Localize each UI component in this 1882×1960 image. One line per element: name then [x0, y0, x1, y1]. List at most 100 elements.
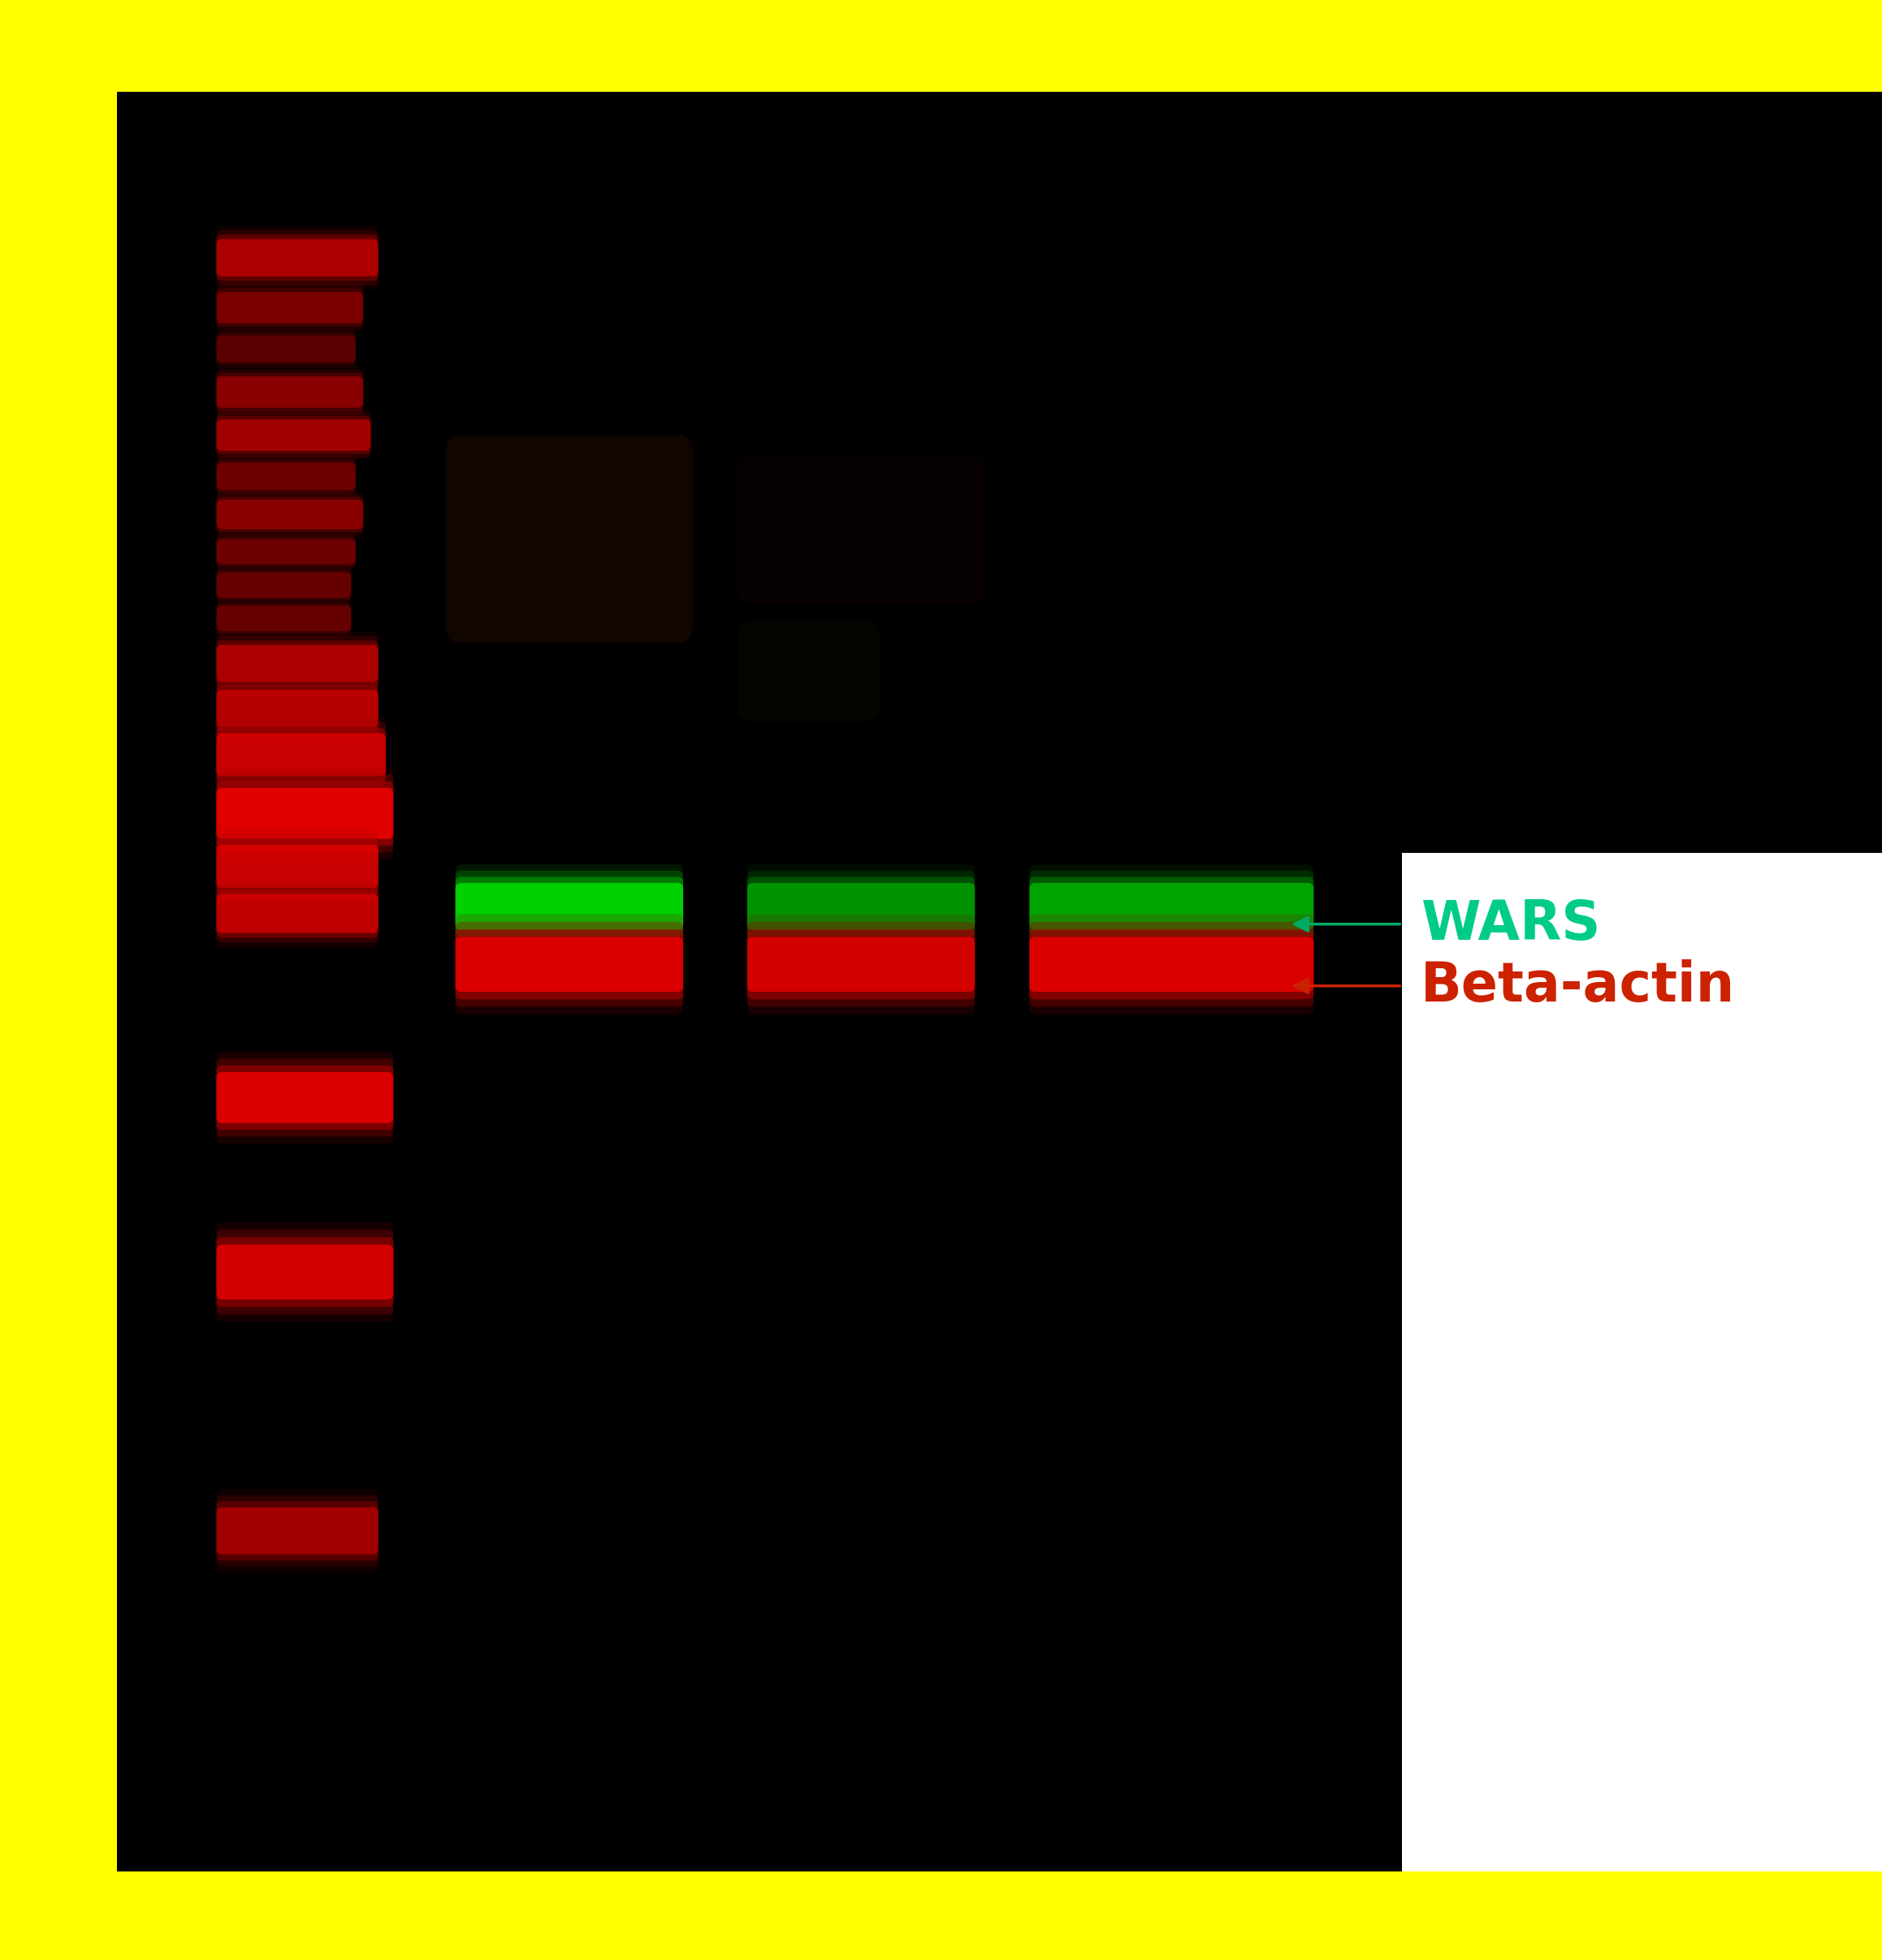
FancyBboxPatch shape	[216, 894, 378, 933]
FancyBboxPatch shape	[216, 598, 352, 639]
FancyBboxPatch shape	[216, 1066, 393, 1129]
FancyBboxPatch shape	[738, 621, 881, 721]
FancyBboxPatch shape	[216, 645, 378, 682]
FancyBboxPatch shape	[216, 410, 371, 461]
FancyBboxPatch shape	[216, 292, 363, 323]
FancyBboxPatch shape	[747, 882, 975, 931]
FancyBboxPatch shape	[216, 690, 378, 727]
FancyBboxPatch shape	[216, 733, 386, 776]
FancyBboxPatch shape	[216, 727, 386, 782]
FancyBboxPatch shape	[216, 766, 393, 858]
FancyBboxPatch shape	[216, 286, 363, 331]
FancyBboxPatch shape	[216, 1237, 393, 1307]
FancyBboxPatch shape	[455, 882, 683, 931]
FancyBboxPatch shape	[216, 568, 352, 602]
FancyBboxPatch shape	[216, 572, 352, 598]
FancyBboxPatch shape	[216, 631, 378, 696]
FancyBboxPatch shape	[216, 235, 378, 280]
Text: WARS: WARS	[1421, 898, 1602, 951]
FancyBboxPatch shape	[216, 635, 378, 692]
FancyBboxPatch shape	[1029, 864, 1314, 949]
FancyBboxPatch shape	[747, 937, 975, 992]
FancyBboxPatch shape	[216, 412, 371, 457]
FancyBboxPatch shape	[455, 921, 683, 1007]
FancyBboxPatch shape	[216, 455, 356, 498]
FancyBboxPatch shape	[216, 717, 386, 792]
FancyBboxPatch shape	[216, 880, 378, 947]
FancyBboxPatch shape	[216, 539, 356, 564]
FancyBboxPatch shape	[216, 335, 356, 363]
FancyBboxPatch shape	[216, 604, 352, 633]
FancyBboxPatch shape	[446, 435, 693, 643]
FancyBboxPatch shape	[216, 680, 378, 737]
FancyBboxPatch shape	[216, 1229, 393, 1315]
FancyBboxPatch shape	[216, 1058, 393, 1137]
Text: Beta-actin: Beta-actin	[1421, 958, 1735, 1013]
FancyBboxPatch shape	[216, 288, 363, 327]
FancyBboxPatch shape	[216, 1053, 393, 1145]
FancyBboxPatch shape	[216, 372, 363, 412]
FancyBboxPatch shape	[216, 1501, 378, 1560]
FancyBboxPatch shape	[216, 535, 356, 568]
FancyBboxPatch shape	[216, 368, 363, 414]
FancyBboxPatch shape	[216, 1221, 393, 1323]
FancyBboxPatch shape	[216, 721, 386, 788]
FancyBboxPatch shape	[216, 890, 378, 937]
FancyBboxPatch shape	[747, 876, 975, 937]
FancyBboxPatch shape	[216, 239, 378, 276]
FancyBboxPatch shape	[216, 676, 378, 741]
FancyBboxPatch shape	[747, 870, 975, 943]
FancyBboxPatch shape	[216, 416, 371, 455]
FancyBboxPatch shape	[216, 833, 378, 900]
FancyBboxPatch shape	[1029, 937, 1314, 992]
FancyBboxPatch shape	[216, 1495, 378, 1566]
FancyBboxPatch shape	[216, 606, 352, 631]
FancyBboxPatch shape	[216, 1507, 378, 1554]
FancyBboxPatch shape	[216, 788, 393, 839]
FancyBboxPatch shape	[216, 570, 352, 600]
FancyBboxPatch shape	[455, 937, 683, 992]
FancyBboxPatch shape	[216, 490, 363, 539]
FancyBboxPatch shape	[216, 367, 363, 417]
FancyBboxPatch shape	[216, 463, 356, 490]
FancyBboxPatch shape	[747, 864, 975, 949]
FancyBboxPatch shape	[1029, 870, 1314, 943]
FancyBboxPatch shape	[455, 929, 683, 1000]
FancyBboxPatch shape	[216, 1490, 378, 1572]
FancyBboxPatch shape	[455, 913, 683, 1015]
FancyBboxPatch shape	[216, 1245, 393, 1299]
FancyBboxPatch shape	[216, 531, 356, 572]
FancyBboxPatch shape	[216, 641, 378, 686]
FancyBboxPatch shape	[216, 496, 363, 533]
FancyBboxPatch shape	[455, 876, 683, 937]
FancyBboxPatch shape	[216, 845, 378, 888]
FancyBboxPatch shape	[738, 455, 984, 604]
FancyBboxPatch shape	[216, 782, 393, 847]
FancyBboxPatch shape	[216, 282, 363, 333]
FancyBboxPatch shape	[216, 333, 356, 365]
FancyBboxPatch shape	[216, 1072, 393, 1123]
FancyBboxPatch shape	[455, 870, 683, 943]
FancyBboxPatch shape	[216, 537, 356, 566]
FancyBboxPatch shape	[216, 457, 356, 496]
FancyBboxPatch shape	[216, 329, 356, 368]
FancyBboxPatch shape	[216, 225, 378, 290]
FancyBboxPatch shape	[216, 419, 371, 451]
FancyBboxPatch shape	[216, 884, 378, 943]
FancyBboxPatch shape	[216, 564, 352, 606]
FancyBboxPatch shape	[747, 921, 975, 1007]
Bar	[1402, 853, 1882, 1872]
FancyBboxPatch shape	[216, 461, 356, 492]
FancyBboxPatch shape	[747, 913, 975, 1015]
FancyBboxPatch shape	[1029, 876, 1314, 937]
FancyBboxPatch shape	[216, 686, 378, 731]
FancyBboxPatch shape	[216, 500, 363, 529]
FancyBboxPatch shape	[216, 839, 378, 894]
FancyBboxPatch shape	[216, 376, 363, 408]
FancyBboxPatch shape	[1029, 921, 1314, 1007]
FancyBboxPatch shape	[1029, 929, 1314, 1000]
FancyBboxPatch shape	[216, 229, 378, 286]
FancyBboxPatch shape	[216, 602, 352, 635]
FancyBboxPatch shape	[747, 929, 975, 1000]
FancyBboxPatch shape	[1029, 913, 1314, 1015]
